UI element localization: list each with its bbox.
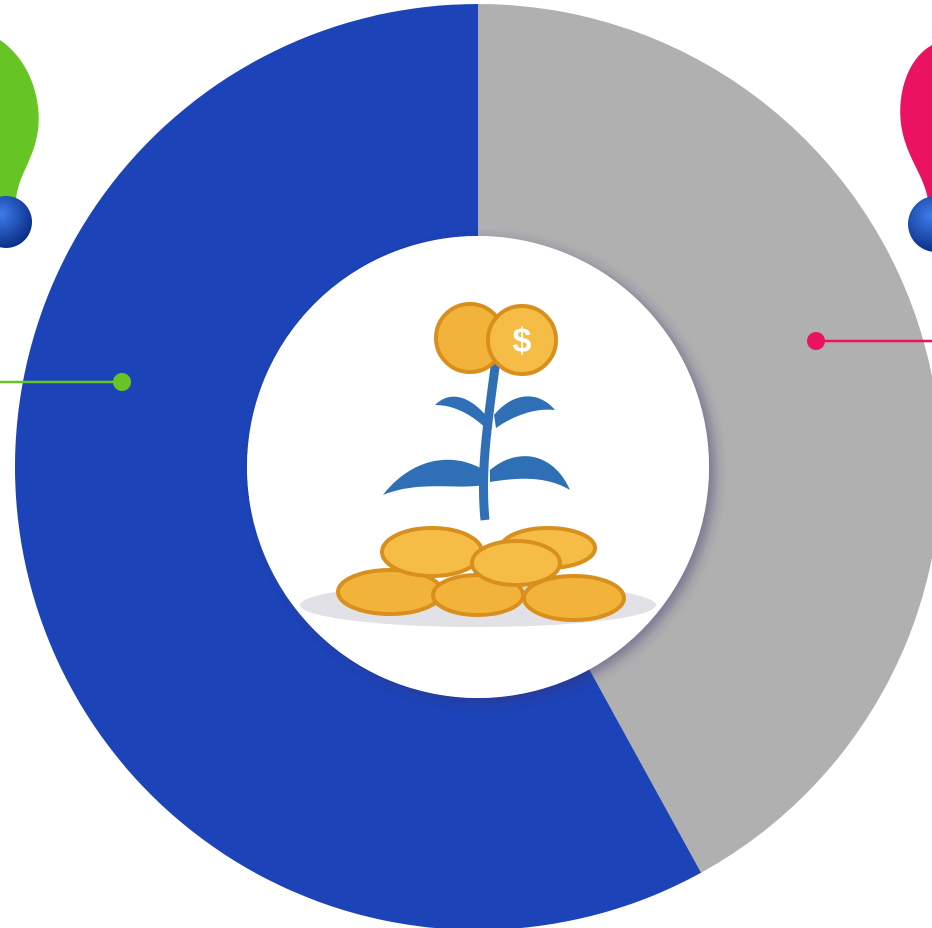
slice: [15, 4, 702, 928]
svg-text:$: $: [513, 322, 532, 360]
green-balloon-base: [0, 196, 32, 248]
money-plant-icon: $: [300, 302, 656, 627]
connector-dot: [113, 373, 131, 391]
slice: [478, 4, 932, 873]
pink-balloon-base: [908, 196, 932, 252]
pink-balloon: [900, 45, 932, 200]
connector-dot: [807, 332, 825, 350]
slices: [15, 4, 932, 928]
decorations: [0, 40, 932, 391]
green-balloon: [0, 40, 39, 200]
